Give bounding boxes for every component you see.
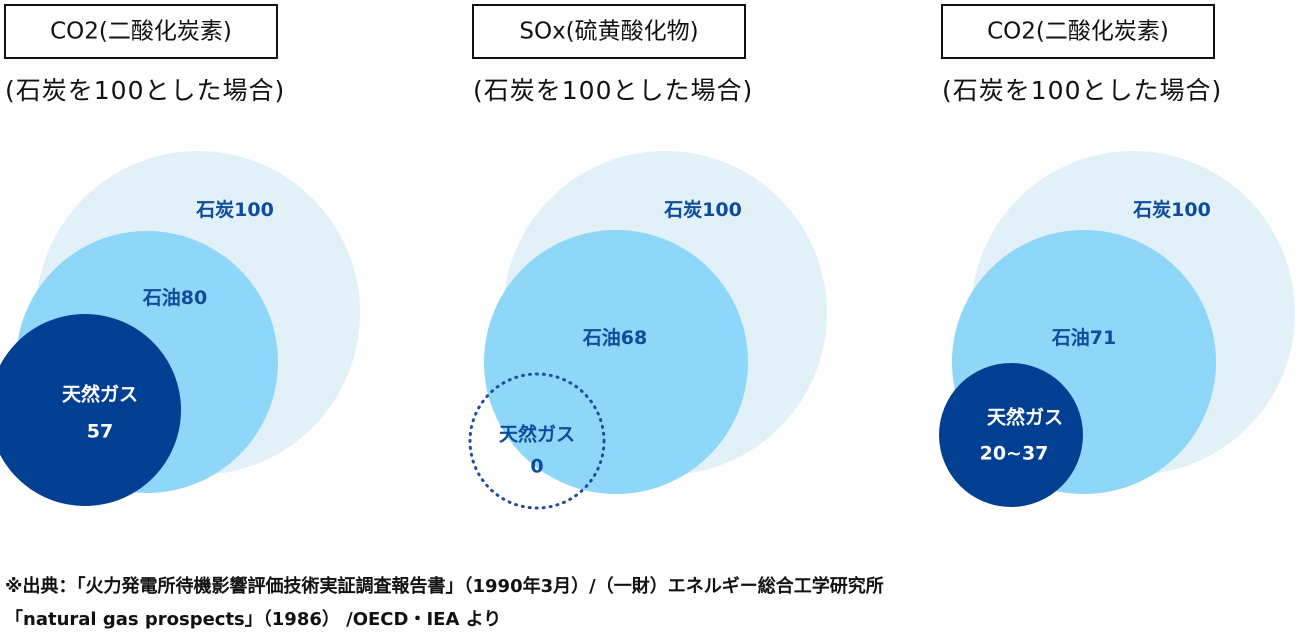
label-name: 石油: [582, 327, 621, 349]
label-value: 0: [530, 456, 543, 478]
circle-label: 石油71: [1051, 327, 1116, 349]
label-value: 20~37: [980, 443, 1049, 465]
panel: CO2(二酸化炭素) (石炭を100とした場合) 石炭100 石油71 天然ガス…: [939, 4, 1295, 507]
label-name: 石炭: [663, 199, 702, 221]
circle-label: 石炭100: [663, 199, 742, 221]
label-value: 100: [234, 199, 274, 221]
label-name: 天然ガス: [62, 383, 138, 406]
footnote: 「natural gas prospects」（1986） /OECD・IEA …: [5, 608, 501, 630]
circle-label: 石油80: [142, 287, 207, 309]
label-value: 80: [181, 287, 207, 309]
label-name: 石炭: [1132, 199, 1171, 221]
circle: [0, 314, 181, 506]
circle-label: 石炭100: [195, 199, 274, 221]
circle: [939, 363, 1083, 507]
label-value: 100: [1171, 199, 1211, 221]
circle-label: 石炭100: [1132, 199, 1211, 221]
label-value: 71: [1090, 327, 1116, 349]
title-box: [4, 4, 278, 59]
label-value: 100: [702, 199, 742, 221]
label-name: 天然ガス: [499, 423, 575, 446]
label-name: 石炭: [195, 199, 234, 221]
circle: [484, 230, 748, 494]
label-name: 石油: [1051, 327, 1090, 349]
panel-title: CO2(二酸化炭素): [987, 19, 1169, 45]
panel-subtitle: (石炭を100とした場合): [473, 76, 753, 105]
label-value: 57: [87, 421, 113, 443]
label-name: 天然ガス: [987, 406, 1063, 429]
title-box: [472, 4, 746, 59]
label-value: 68: [621, 327, 647, 349]
panel-title: CO2(二酸化炭素): [50, 19, 232, 45]
circle: [468, 372, 606, 510]
panel: CO2(二酸化炭素) (石炭を100とした場合) 石炭100 石油80 天然ガス…: [0, 4, 360, 506]
panel-subtitle: (石炭を100とした場合): [5, 76, 285, 105]
circle-label: 石油68: [582, 327, 647, 349]
title-box: [941, 4, 1215, 59]
panel: SOx(硫黄酸化物) (石炭を100とした場合) 石炭100 石油68 天然ガス…: [468, 4, 827, 510]
panel-subtitle: (石炭を100とした場合): [942, 76, 1222, 105]
label-name: 石油: [142, 287, 181, 309]
footnote: ※出典：「火力発電所待機影響評価技術実証調査報告書」（1990年3月）/（一財）…: [5, 575, 884, 597]
panel-title: SOx(硫黄酸化物): [519, 19, 698, 45]
